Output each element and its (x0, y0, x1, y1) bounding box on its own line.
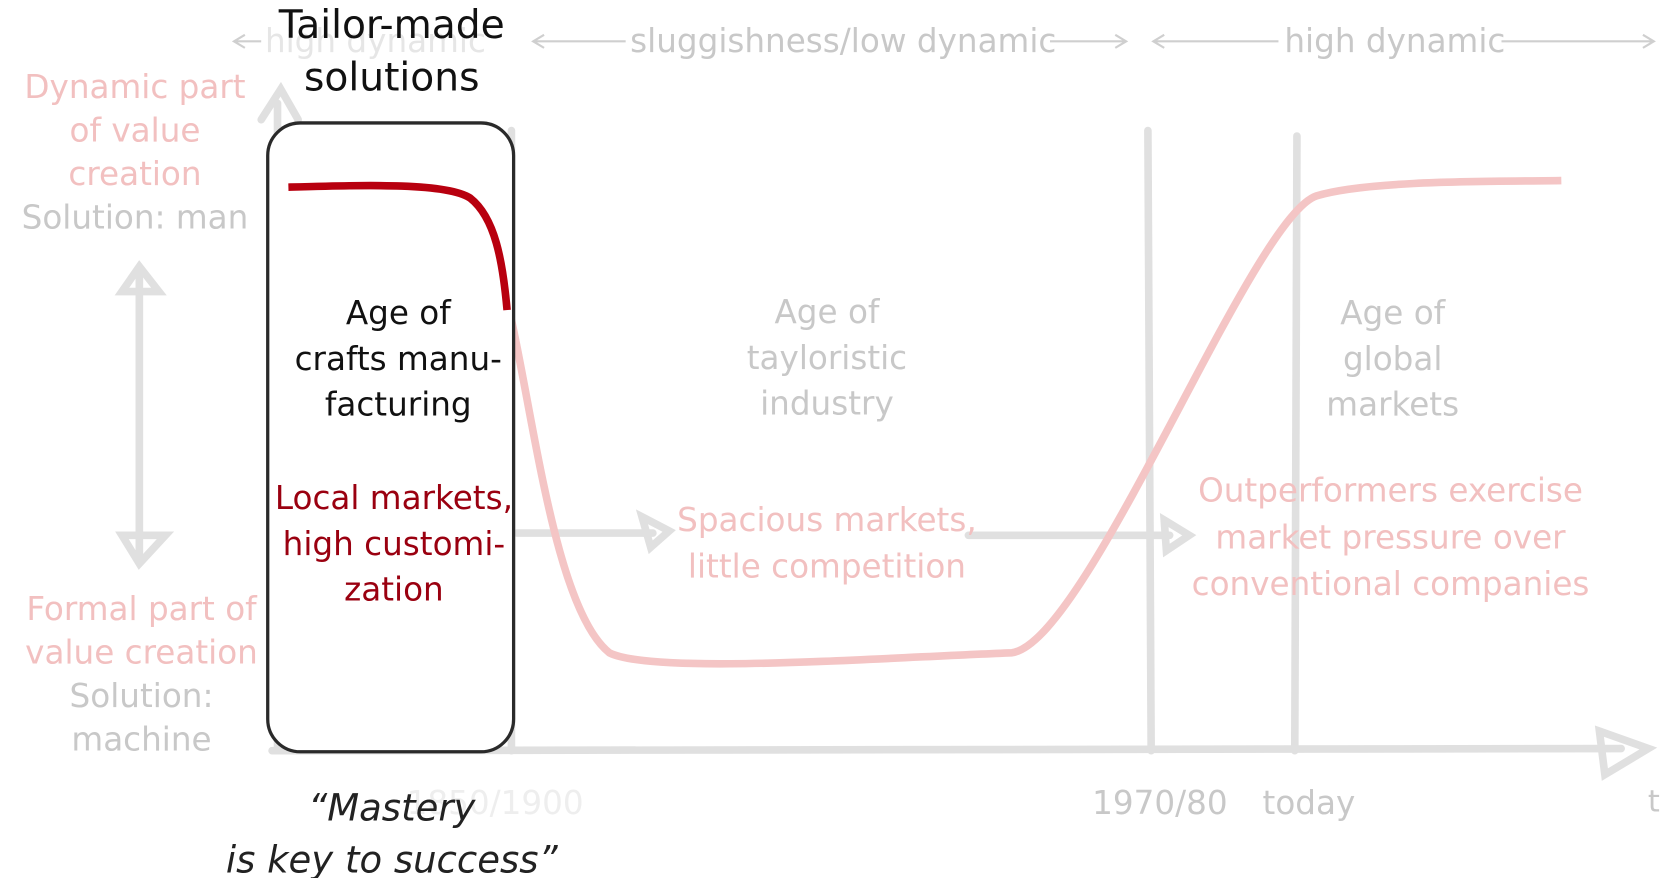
x-label: 1970/80 (1092, 784, 1228, 822)
y-axis-label: value creation (25, 634, 258, 672)
x-label: today (1263, 784, 1356, 822)
double-arrow-heads (114, 260, 175, 570)
phase-label: high dynamic (265, 22, 486, 60)
y-axis-label: Solution: man (22, 198, 249, 236)
age-markets: little competition (688, 548, 966, 586)
phase-label: sluggishness/low dynamic (630, 22, 1056, 60)
x-axis (268, 744, 1625, 755)
quote: “Mastery (308, 786, 476, 829)
y-axis-label: Solution: (70, 677, 214, 715)
age-title: tayloristic (747, 339, 907, 377)
age-title: Age of (774, 293, 880, 331)
y-axis-label: creation (68, 155, 201, 193)
phase-arrows (231, 33, 1656, 49)
age-title: markets (1326, 386, 1459, 424)
quote: is key to success” (226, 839, 559, 878)
y-axis-label: of value (70, 111, 201, 149)
y-axis-label: Dynamic part (24, 68, 245, 106)
age-markets: Outperformers exercise (1198, 472, 1583, 510)
age-title: Age of (1340, 294, 1446, 332)
age-title: industry (760, 385, 894, 423)
age-title: crafts manu- (295, 340, 502, 378)
x-axis-end: t (1648, 785, 1660, 820)
axes (114, 33, 1658, 781)
age-markets: conventional companies (1192, 565, 1590, 603)
title: Tailor-made (278, 3, 505, 48)
title: solutions (304, 55, 479, 100)
age-markets: market pressure over (1215, 518, 1566, 556)
phase-label: high dynamic (1284, 22, 1505, 60)
age-markets: Local markets, (275, 479, 513, 517)
divider (1144, 126, 1155, 755)
y-axis-label: Formal part of (26, 590, 258, 628)
age-markets: high customi- (283, 525, 505, 563)
age-markets: zation (344, 571, 444, 609)
divider (1290, 132, 1301, 755)
highlight-box (266, 121, 516, 754)
age-title: facturing (325, 386, 472, 424)
arrow-head (1159, 512, 1197, 558)
y-axis-label: machine (71, 721, 211, 759)
arrow-head (635, 509, 676, 555)
age-markets: Spacious markets, (677, 501, 977, 539)
x-label: 1850/1900 (407, 784, 584, 822)
age-title: global (1343, 340, 1443, 378)
curve (288, 181, 511, 311)
y-arrowhead (257, 81, 302, 124)
x-arrowhead (1594, 725, 1658, 781)
age-title: Age of (346, 294, 452, 332)
